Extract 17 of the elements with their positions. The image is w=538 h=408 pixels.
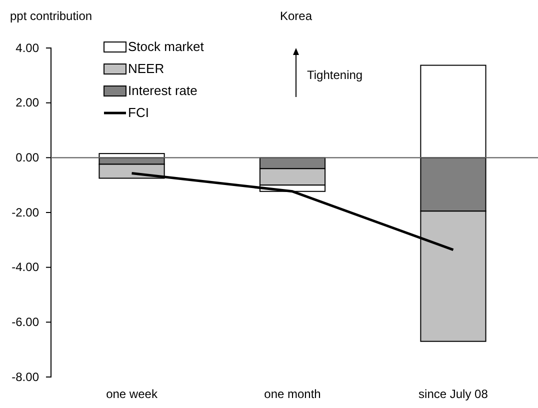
y-tick-label: -2.00 <box>12 205 40 220</box>
x-tick-label: since July 08 <box>418 387 488 401</box>
y-axis-title: ppt contribution <box>10 9 92 23</box>
legend-label: NEER <box>128 61 164 76</box>
y-tick-label: 4.00 <box>16 40 40 55</box>
legend-label: FCI <box>128 105 149 120</box>
y-tick-label: 2.00 <box>16 96 40 110</box>
annotation: Tightening <box>307 68 363 82</box>
x-tick-label: one week <box>106 387 158 401</box>
legend-label: Interest rate <box>128 83 198 98</box>
y-tick-label: 0.00 <box>16 150 40 165</box>
y-tick-label: -4.00 <box>12 260 40 274</box>
y-tick-label: -8.00 <box>12 370 40 384</box>
x-tick-label: one month <box>264 387 321 401</box>
y-tick-label: -6.00 <box>12 315 40 330</box>
legend-label: Stock market <box>128 39 204 54</box>
chart-title: Korea <box>280 9 312 23</box>
